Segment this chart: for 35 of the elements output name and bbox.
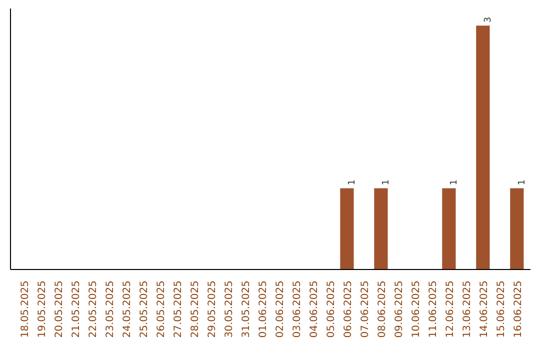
x-tick-label: 16.06.2025	[512, 280, 524, 338]
x-tick-label: 22.05.2025	[88, 280, 100, 338]
x-tick-label: 29.05.2025	[207, 280, 218, 338]
x-tick-label: 01.06.2025	[258, 280, 270, 338]
x-tick-label: 24.05.2025	[122, 280, 134, 338]
x-tick-label: 02.06.2025	[274, 280, 286, 338]
x-tick-label: 31.05.2025	[241, 280, 252, 338]
x-tick-label: 11.06.2025	[428, 280, 439, 338]
x-tick-label: 26.05.2025	[156, 280, 168, 338]
x-tick-label: 28.05.2025	[190, 280, 202, 338]
x-tick-label: 13.06.2025	[462, 280, 473, 338]
data-label: 3	[483, 16, 494, 23]
x-tick-label: 03.06.2025	[292, 280, 303, 338]
x-tick-label: 10.06.2025	[410, 280, 422, 338]
x-tick-label: 30.05.2025	[224, 280, 236, 338]
x-tick-label: 23.05.2025	[105, 280, 116, 338]
x-tick-label: 25.05.2025	[139, 280, 150, 338]
x-tick-label: 20.05.2025	[54, 280, 66, 338]
x-tick-label: 12.06.2025	[444, 280, 456, 338]
x-tick-label: 07.06.2025	[360, 280, 371, 338]
x-tick-label: 15.06.2025	[496, 280, 507, 338]
x-tick-label: 04.06.2025	[308, 280, 320, 338]
x-tick-label: 19.05.2025	[37, 280, 48, 338]
x-tick-label: 08.06.2025	[376, 280, 388, 338]
data-label: 1	[517, 179, 528, 186]
x-tick-label: 27.05.2025	[173, 280, 184, 338]
x-tick-label: 14.06.2025	[478, 280, 490, 338]
data-label: 1	[381, 179, 392, 186]
data-label: 1	[449, 179, 460, 186]
x-tick-label: 18.05.2025	[20, 280, 32, 338]
x-tick-label: 21.05.2025	[71, 280, 82, 338]
data-label: 1	[347, 179, 358, 186]
x-tick-label: 09.06.2025	[394, 280, 405, 338]
x-tick-label: 05.06.2025	[326, 280, 337, 338]
x-tick-label: 06.06.2025	[342, 280, 354, 338]
